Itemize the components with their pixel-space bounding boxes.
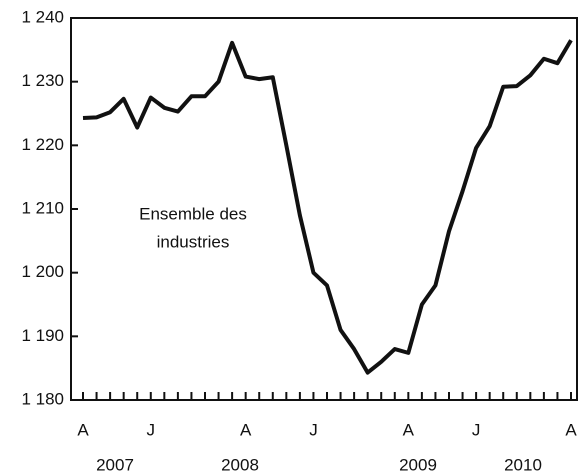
y-tick-label: 1 220 [21, 135, 64, 154]
annotation: industries [157, 232, 230, 251]
y-tick-label: 1 190 [21, 326, 64, 345]
x-tick-label: A [565, 420, 577, 439]
x-tick-label: A [240, 420, 252, 439]
y-tick-label: 1 240 [21, 7, 64, 26]
annotation: Ensemble des [139, 204, 247, 223]
year-label: 2010 [504, 455, 542, 474]
y-tick-label: 1 230 [21, 71, 64, 90]
y-tick-label: 1 210 [21, 198, 64, 217]
y-tick-label: 1 180 [21, 389, 64, 408]
x-tick-label: J [472, 420, 481, 439]
x-tick-label: A [403, 420, 415, 439]
year-label: 2007 [96, 455, 134, 474]
x-tick-label: J [147, 420, 156, 439]
year-label: 2008 [221, 455, 259, 474]
y-tick-label: 1 200 [21, 262, 64, 281]
x-tick-label: J [309, 420, 318, 439]
year-label: 2009 [399, 455, 437, 474]
x-tick-label: A [77, 420, 89, 439]
series-line [82, 39, 573, 375]
